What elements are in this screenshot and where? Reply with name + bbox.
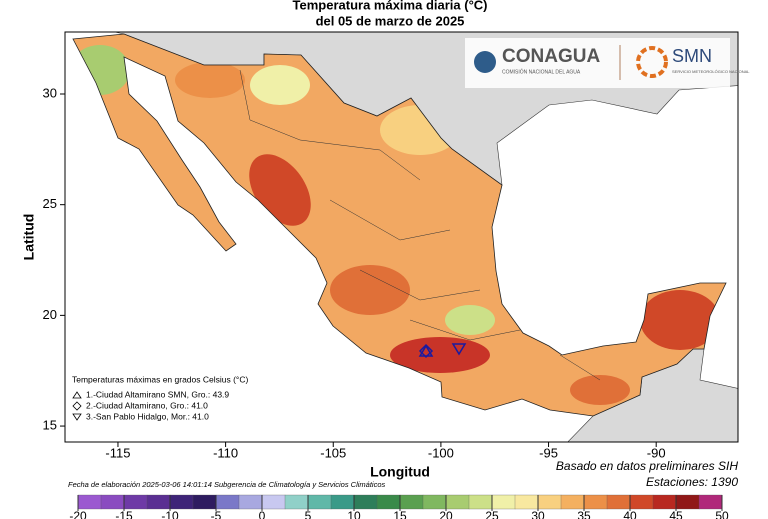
colorbar-swatch xyxy=(399,494,424,510)
conagua-icon xyxy=(474,51,496,73)
y-tick-label: 20 xyxy=(43,307,57,322)
y-tick-label: 30 xyxy=(43,85,57,100)
colorbar-tick-label: -20 xyxy=(69,509,87,519)
colorbar-tick-label: 30 xyxy=(531,509,545,519)
stations: Estaciones: 1390 xyxy=(646,475,738,489)
colorbar-swatch xyxy=(330,494,355,510)
legend-item: 1.-Ciudad Altamirano SMN, Gro.: 43.9 xyxy=(86,389,229,399)
colorbar-swatch xyxy=(629,494,654,510)
legend-box xyxy=(66,370,256,432)
colorbar-tick-label: 10 xyxy=(347,509,361,519)
colorbar-tick-label: -10 xyxy=(161,509,179,519)
station-marker-2 xyxy=(418,343,434,359)
colorbar-tick-label: 25 xyxy=(485,509,499,519)
colorbar-tick-label: 20 xyxy=(439,509,453,519)
colorbar-tick-label: -5 xyxy=(211,509,222,519)
colorbar-tick-label: 35 xyxy=(577,509,591,519)
colorbar-swatch xyxy=(123,494,148,510)
logo-panel xyxy=(465,38,730,88)
colorbar-swatch xyxy=(514,494,539,510)
x-tick-label: -95 xyxy=(539,445,558,460)
colorbar-swatch xyxy=(100,494,125,510)
colorbar-swatch xyxy=(606,494,631,510)
x-tick-label: -115 xyxy=(105,445,130,460)
legend-item: 3.-San Pablo Hidalgo, Mor.: 41.0 xyxy=(86,411,209,421)
state-borders xyxy=(239,69,601,381)
colorbar-swatch xyxy=(146,494,171,510)
map-frame xyxy=(64,31,739,443)
legend-symbols xyxy=(72,391,82,421)
colorbar-tick-label: 0 xyxy=(259,509,266,519)
colorbar-swatch xyxy=(675,494,700,510)
y-axis-label: Latitud xyxy=(21,214,37,261)
colorbar-tick-label: 50 xyxy=(715,509,729,519)
subtitle: del 05 de marzo de 2025 xyxy=(316,13,465,28)
colorbar-swatch xyxy=(698,494,723,510)
colorbar-swatch xyxy=(583,494,608,510)
colorbar-swatch xyxy=(353,494,378,510)
colorbar-tick-label: -15 xyxy=(115,509,133,519)
colorbar-swatch xyxy=(261,494,286,510)
colorbar-swatch xyxy=(537,494,562,510)
colorbar-swatch xyxy=(169,494,194,510)
colorbar-swatch xyxy=(560,494,585,510)
legend-item: 2.-Ciudad Altamirano, Gro.: 41.0 xyxy=(86,400,208,410)
credit: Fecha de elaboración 2025-03-06 14:01:14… xyxy=(68,480,386,489)
colorbar-tick-label: 15 xyxy=(393,509,407,519)
colorbar-swatch xyxy=(215,494,240,510)
smn-icon xyxy=(636,46,668,78)
colorbar-tick-label: 45 xyxy=(669,509,683,519)
colorbar-swatch xyxy=(376,494,401,510)
colorbar-swatch xyxy=(284,494,309,510)
colorbar-tick-label: 40 xyxy=(623,509,637,519)
station-marker-3 xyxy=(451,343,467,356)
y-tick-label: 15 xyxy=(43,417,57,432)
x-axis-label: Longitud xyxy=(370,464,430,480)
colorbar-swatch xyxy=(77,494,102,510)
colorbar-tick-label: 5 xyxy=(305,509,312,519)
smn-logo: SMN xyxy=(672,46,712,66)
source: Basado en datos preliminares SIH xyxy=(556,459,738,473)
colorbar-swatch xyxy=(238,494,263,510)
colorbar-swatch xyxy=(468,494,493,510)
legend-title: Temperaturas máximas en grados Celsius (… xyxy=(72,374,248,384)
y-tick-label: 25 xyxy=(43,196,57,211)
colorbar-swatch xyxy=(422,494,447,510)
colorbar-swatch xyxy=(491,494,516,510)
x-tick-label: -100 xyxy=(428,445,454,460)
colorbar-swatch xyxy=(445,494,470,510)
x-tick-label: -90 xyxy=(647,445,666,460)
conagua-logo: CONAGUA xyxy=(502,46,600,67)
title: Temperatura máxima diaria (°C) xyxy=(293,0,488,12)
conagua-sub: COMISIÓN NACIONAL DEL AGUA xyxy=(502,68,581,75)
smn-sub: SERVICIO METEOROLÓGICO NACIONAL xyxy=(672,69,750,74)
colorbar-swatch xyxy=(652,494,677,510)
colorbar-swatch xyxy=(307,494,332,510)
colorbar-swatch xyxy=(192,494,217,510)
x-tick-label: -110 xyxy=(213,445,238,460)
x-tick-label: -105 xyxy=(320,445,346,460)
